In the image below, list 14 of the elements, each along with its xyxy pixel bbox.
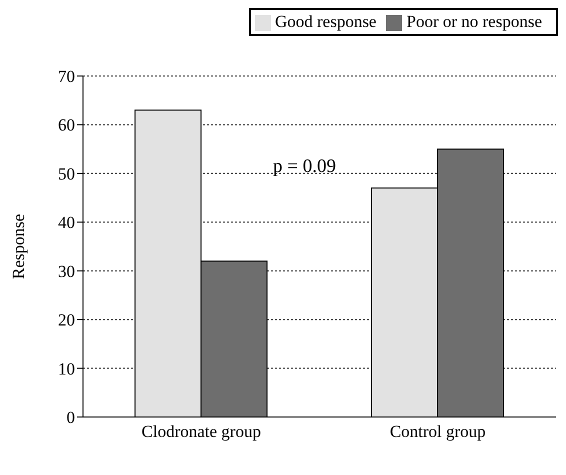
y-tick-label: 30 [58,262,75,281]
legend-label: Poor or no response [406,12,542,31]
y-tick-label: 50 [58,164,75,184]
legend-label: Good response [274,12,376,31]
annotation: p = 0.09 [273,156,336,178]
y-tick-label: 40 [58,213,75,232]
y-axis-title: Response [9,214,28,280]
y-tick-label: 70 [58,67,75,86]
x-tick-label: Clodronate group [142,422,261,442]
y-tick-label: 60 [58,116,75,135]
y-tick-label: 10 [58,359,75,378]
y-tick-label: 20 [58,310,75,330]
x-tick-label: Control group [390,422,486,442]
y-tick-label: 0 [66,408,75,428]
